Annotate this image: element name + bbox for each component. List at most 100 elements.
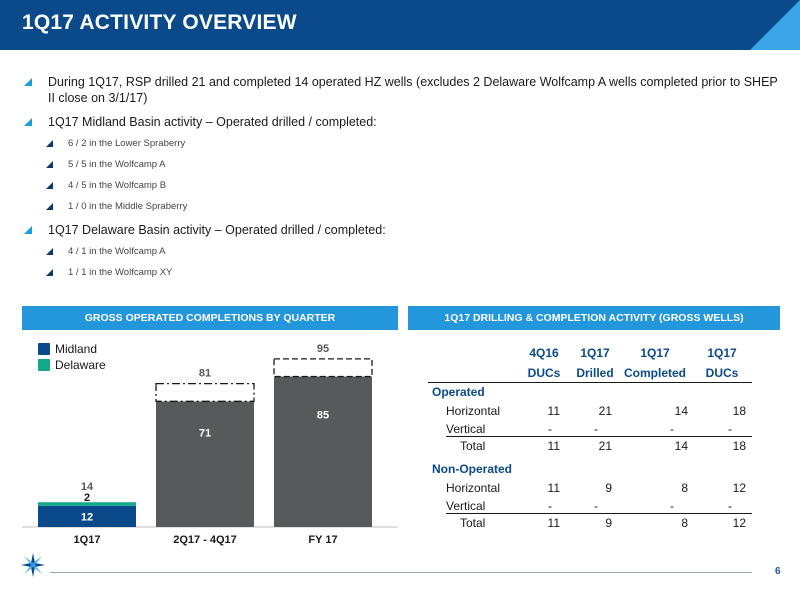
table-cell: 11 [547, 439, 560, 453]
legend-swatch-midland [38, 343, 50, 355]
activity-panel-header: 1Q17 DRILLING & COMPLETION ACTIVITY (GRO… [408, 306, 780, 330]
sub-bullet-item: 4 / 1 in the Wolfcamp A [22, 246, 782, 258]
total-rule [446, 513, 752, 514]
bar-0-delaware [38, 502, 136, 506]
table-cell: 11 [547, 404, 560, 418]
table-cell: 14 [674, 439, 688, 453]
sub-bullet-text: 4 / 1 in the Wolfcamp A [68, 246, 166, 257]
column-header-top: 1Q17 [580, 346, 610, 360]
sub-bullet-triangle-icon [46, 140, 53, 147]
row-label: Total [460, 439, 486, 453]
column-header-top: 4Q16 [529, 346, 559, 360]
bullet-list: During 1Q17, RSP drilled 21 and complete… [22, 74, 782, 279]
sub-bullet-item: 5 / 5 in the Wolfcamp A [22, 159, 782, 171]
table-cell: - [594, 499, 598, 513]
company-logo-icon [21, 553, 45, 577]
bullet-item: 1Q17 Delaware Basin activity – Operated … [22, 222, 782, 238]
bullet-item: 1Q17 Midland Basin activity – Operated d… [22, 114, 782, 130]
legend-label-delaware: Delaware [55, 358, 106, 372]
completions-chart-svg: 12 214 1Q17 71 81 2Q17 - 4Q17 85 95 FY 17 [22, 343, 398, 546]
sub-bullet-text: 4 / 5 in the Wolfcamp B [68, 180, 167, 191]
table-cell: 9 [605, 516, 612, 530]
sub-bullet-text: 1 / 1 in the Wolfcamp XY [68, 267, 173, 278]
legend-swatch-delaware [38, 359, 50, 371]
bullet-text: 1Q17 Delaware Basin activity – Operated … [48, 223, 386, 237]
header-rule [428, 382, 752, 383]
row-label: Horizontal [446, 481, 501, 495]
column-header-bottom: Completed [623, 366, 686, 380]
page-title: 1Q17 ACTIVITY OVERVIEW [22, 11, 297, 34]
sub-bullet-text: 5 / 5 in the Wolfcamp A [68, 159, 166, 170]
sub-bullet-triangle-icon [46, 161, 53, 168]
bar-0-delaware-label: 2 [84, 492, 90, 504]
sub-bullet-text: 1 / 0 in the Middle Spraberry [68, 201, 188, 212]
bar-1-main [156, 401, 254, 527]
bullet-item: During 1Q17, RSP drilled 21 and complete… [22, 74, 782, 106]
bar-1-delaware [155, 382, 255, 402]
table-cell: - [670, 499, 674, 513]
column-header-bottom: DUCs [705, 366, 739, 380]
table-cell: 14 [674, 404, 688, 418]
column-header-top: 1Q17 [640, 346, 670, 360]
table-cell: - [728, 499, 732, 513]
sub-bullet-item: 1 / 0 in the Middle Spraberry [22, 201, 782, 213]
table-cell: 11 [547, 481, 560, 495]
bar-1-total-label: 81 [199, 368, 211, 380]
category-label-2: FY 17 [308, 534, 337, 546]
chart-legend: Midland Delaware [38, 342, 106, 374]
page-number: 6 [775, 566, 781, 577]
sub-bullet-item: 4 / 5 in the Wolfcamp B [22, 180, 782, 192]
bullet-triangle-icon [24, 118, 32, 126]
table-cell: 11 [547, 516, 560, 530]
table-cell: - [670, 422, 674, 436]
column-header-bottom: Drilled [576, 366, 614, 380]
row-label: Vertical [446, 422, 486, 436]
sub-bullet-item: 1 / 1 in the Wolfcamp XY [22, 267, 782, 279]
table-cell: 21 [598, 404, 612, 418]
legend-label-midland: Midland [55, 342, 98, 356]
legend-item-delaware: Delaware [38, 358, 106, 372]
bullet-triangle-icon [24, 226, 32, 234]
bar-0-total-label: 14 [81, 481, 94, 493]
footer-rule [50, 572, 752, 573]
table-cell: 12 [732, 516, 746, 530]
header-bar: 1Q17 ACTIVITY OVERVIEW [0, 0, 800, 50]
row-label: Horizontal [446, 404, 501, 418]
bullet-triangle-icon [24, 78, 32, 86]
completions-chart: 12 2 14 1Q17 71 81 2Q17 - 4Q17 85 95 FY 17 [22, 336, 398, 556]
sub-bullet-triangle-icon [46, 182, 53, 189]
row-label: Vertical [446, 499, 486, 513]
sub-bullet-triangle-icon [46, 203, 53, 210]
bullet-text: 1Q17 Midland Basin activity – Operated d… [48, 115, 377, 129]
header-corner-accent [750, 0, 800, 50]
total-rule [446, 436, 752, 437]
table-cell: - [548, 422, 552, 436]
sub-bullet-triangle-icon [46, 248, 53, 255]
section-title-operated: Operated [432, 385, 485, 399]
bar-2-main [274, 376, 372, 527]
table-cell: - [548, 499, 552, 513]
table-cell: - [728, 422, 732, 436]
table-cell: 21 [598, 439, 612, 453]
category-label-1: 2Q17 - 4Q17 [173, 534, 237, 546]
bar-2-delaware [273, 358, 373, 378]
column-header-top: 1Q17 [707, 346, 737, 360]
column-header-bottom: DUCs [527, 366, 561, 380]
table-cell: 8 [681, 481, 688, 495]
table-cell: 12 [732, 481, 746, 495]
bullet-text: During 1Q17, RSP drilled 21 and complete… [48, 75, 778, 105]
table-cell: 9 [605, 481, 612, 495]
table-cell: 18 [732, 439, 746, 453]
table-cell: 8 [681, 516, 688, 530]
bar-0-main [38, 505, 136, 527]
bar-2-value-label: 85 [317, 410, 329, 422]
category-label-0: 1Q17 [74, 534, 101, 546]
legend-item-midland: Midland [38, 342, 106, 356]
row-label: Total [460, 516, 486, 530]
completions-panel-header: GROSS OPERATED COMPLETIONS BY QUARTER [22, 306, 398, 330]
sub-bullet-triangle-icon [46, 269, 53, 276]
bar-0-value-label: 12 [81, 511, 93, 523]
bar-2-total-label: 95 [317, 343, 329, 355]
table-cell: 18 [732, 404, 746, 418]
sub-bullet-text: 6 / 2 in the Lower Spraberry [68, 138, 186, 149]
